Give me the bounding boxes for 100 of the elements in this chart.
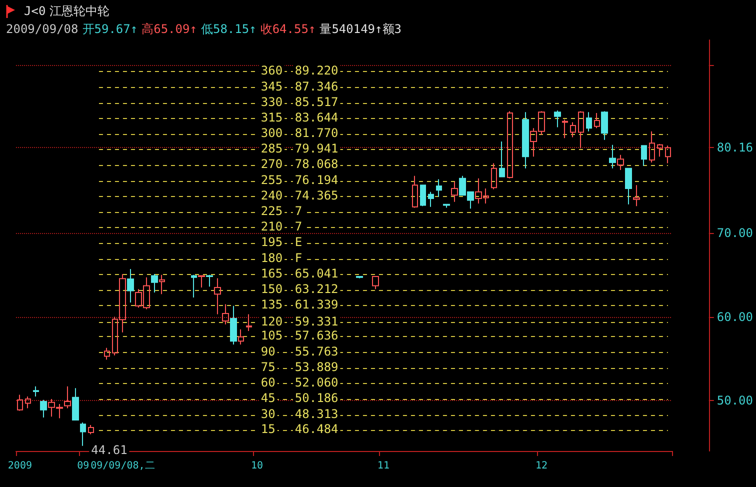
annotation: 360 (260, 64, 283, 78)
ref-line-label: 53.889 (294, 360, 338, 374)
candlestick (104, 347, 110, 360)
ref-line-label: 85.517 (294, 94, 338, 109)
candlestick (206, 274, 213, 288)
ref-line-label: 59.331 (294, 314, 338, 328)
annotation: 30 (260, 406, 276, 421)
ref-line-label: 89.220 (294, 64, 338, 78)
candlestick (420, 184, 426, 207)
candlestick (238, 328, 244, 345)
candlestick (657, 144, 663, 158)
ref-line-label: 46.484 (294, 422, 338, 436)
text: 收64.55↑ (260, 22, 316, 36)
candlestick (554, 110, 561, 128)
candlestick (443, 204, 450, 208)
candlestick (127, 268, 134, 304)
candlestick (601, 110, 608, 140)
candlestick (72, 388, 79, 420)
y-tick-label: 50.00 (716, 394, 753, 408)
x-tick-label: 11 (377, 460, 390, 472)
annotation: 7 (294, 204, 302, 218)
candlestick (625, 168, 632, 205)
text: 2009/09/08 (6, 22, 78, 36)
ref-line-label: 57.636 (294, 328, 338, 343)
candlestick (522, 112, 529, 169)
y-tick-label: 70.00 (716, 226, 753, 240)
candlestick (159, 274, 165, 295)
candlestick (17, 394, 23, 412)
candlestick (499, 140, 505, 178)
annotation: 75 (260, 360, 276, 374)
candlestick (214, 278, 221, 315)
candlestick (246, 314, 252, 332)
annotation: 345 (260, 79, 283, 94)
text: J<0 (24, 4, 46, 18)
annotation: F (294, 250, 302, 265)
candlestick (412, 175, 418, 208)
ref-line-label: 61.339 (294, 298, 338, 312)
candlestick (428, 191, 434, 208)
candlestick (230, 305, 237, 345)
candlestick (507, 110, 513, 179)
annotation: 44.61 (91, 442, 128, 457)
annotation: 255 (260, 172, 283, 187)
candlestick (609, 144, 616, 169)
candlestick (436, 178, 442, 198)
ref-line-label: 83.644 (294, 110, 338, 124)
annotation: 120 (260, 314, 283, 328)
annotation: 60 (260, 375, 276, 390)
annotation: 195 (260, 235, 283, 250)
text: 高65.09↑ (142, 22, 197, 36)
candlestick (586, 112, 592, 132)
annotation: 90 (260, 344, 276, 358)
candlestick (633, 184, 640, 207)
annotation: 150 (260, 282, 283, 296)
candlestick (25, 396, 31, 409)
annotation: 15 (260, 422, 276, 436)
x-tick-label: 10 (250, 460, 264, 472)
text: 开59.67↑ (82, 22, 138, 36)
candlestick (451, 181, 458, 202)
x-tick-label: 09/09/08,二 (90, 460, 155, 472)
text: 低58.15↑ (200, 22, 256, 36)
ref-line-label: 63.212 (294, 282, 338, 296)
candlestick (649, 130, 655, 163)
candlestick (40, 399, 47, 418)
annotation: 300 (260, 126, 283, 140)
annotation: E (294, 235, 302, 250)
text: 量540149↑额3 (320, 22, 402, 36)
ref-line-label: 81.770 (294, 126, 338, 140)
annotation: 210 (260, 219, 283, 234)
candlestick (88, 424, 94, 435)
annotation: 135 (260, 298, 283, 312)
ref-line-label: 55.763 (294, 344, 338, 358)
candlestick (191, 274, 197, 298)
y-tick-label: 60.00 (716, 310, 753, 324)
ref-line-label: 79.941 (294, 142, 338, 156)
chart-title: 江恩轮中轮 (50, 4, 110, 18)
ref-line-label: 74.365 (294, 188, 338, 202)
ref-line-label: 65.041 (294, 266, 338, 281)
candlestick (33, 386, 39, 397)
annotation: 7 (294, 219, 302, 234)
candlestick (198, 275, 205, 288)
candlestick (372, 276, 379, 290)
annotation: 240 (260, 188, 283, 202)
y-tick-label: 80.16 (716, 140, 753, 155)
annotation: 330 (260, 94, 283, 109)
ref-line-label: 48.313 (294, 406, 338, 421)
annotation: 270 (260, 157, 283, 172)
candlestick (222, 304, 229, 325)
ref-line-label: 78.068 (294, 157, 338, 172)
annotation: 180 (260, 250, 283, 265)
annotation: 105 (260, 328, 283, 343)
candlestick (617, 154, 624, 171)
annotation: 45 (260, 391, 276, 406)
annotation: 165 (260, 266, 283, 281)
candlestick (570, 122, 576, 138)
x-tick-label: 12 (535, 460, 548, 472)
x-tick-label: 09 (77, 460, 90, 472)
candlestick (641, 145, 647, 166)
candlestick (151, 274, 158, 293)
ref-line-label: 87.346 (294, 79, 338, 94)
annotation: 315 (260, 110, 283, 124)
